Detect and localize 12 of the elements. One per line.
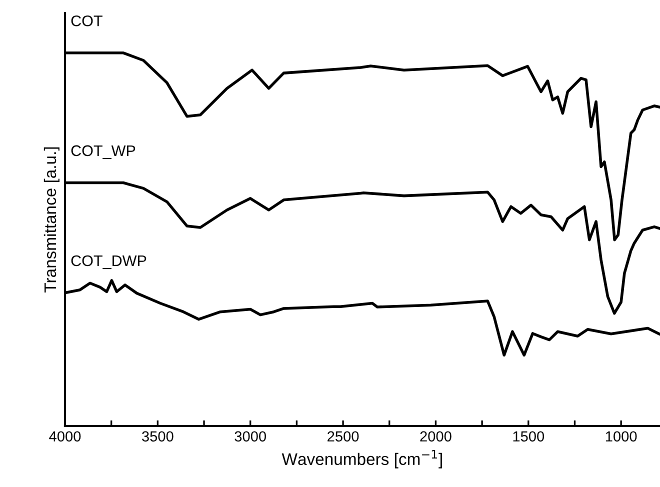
x-tick-label: 1500 — [513, 431, 544, 442]
x-tick-label: 3500 — [142, 431, 174, 442]
x-tick-label: 4000 — [49, 431, 81, 442]
x-axis-title: Wavenumbers [cm$^{−1}$] — [282, 450, 442, 468]
x-tick-label: 1000 — [606, 431, 637, 442]
series-label: COT_DWP — [71, 255, 146, 270]
x-tick-label: 2000 — [420, 431, 452, 442]
x-tick-label: 3000 — [234, 431, 266, 442]
series-label: COT_WP — [71, 145, 136, 160]
y-axis-title: Transmittance [a.u.] — [44, 147, 60, 292]
x-tick-label: 2500 — [328, 431, 359, 442]
series-label: COT — [71, 15, 102, 26]
